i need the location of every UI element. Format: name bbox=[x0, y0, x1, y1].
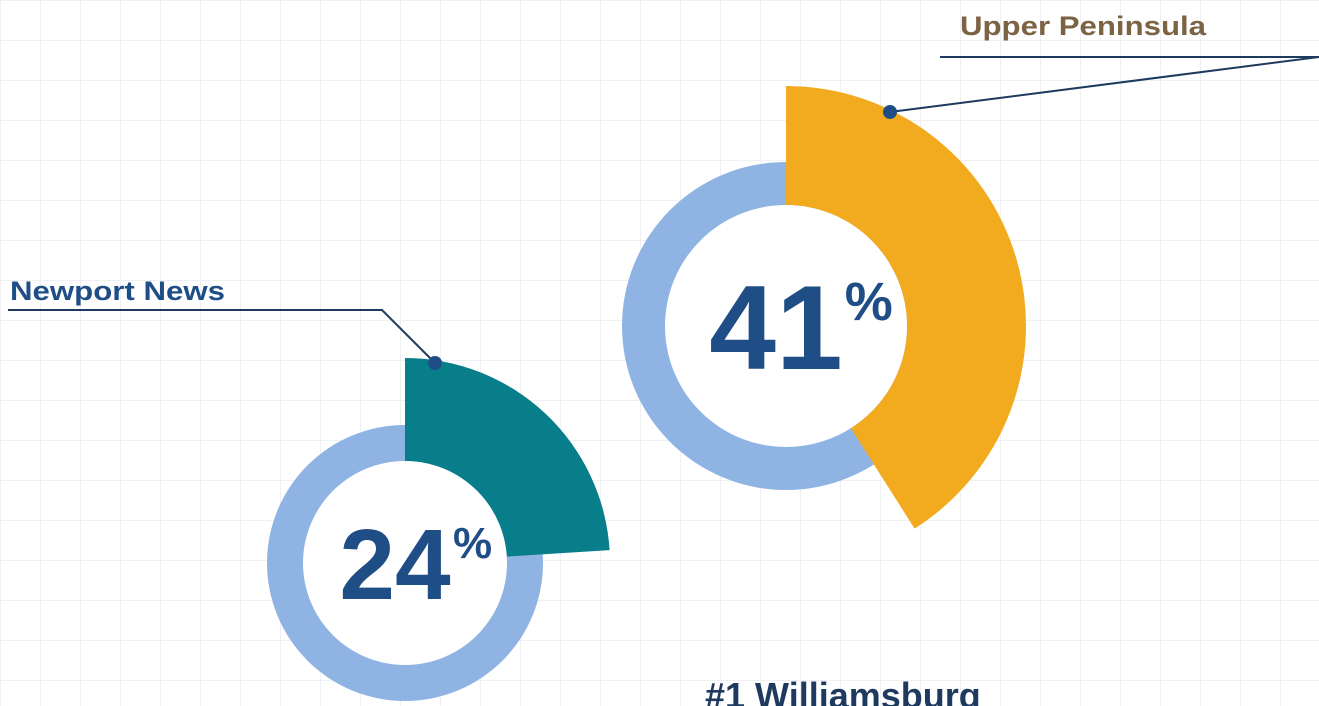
chart-label: Newport News bbox=[10, 276, 225, 306]
leader-dot bbox=[883, 105, 897, 119]
donut-hole bbox=[303, 461, 507, 665]
donut-segment bbox=[405, 358, 610, 557]
donut-segment bbox=[786, 86, 1026, 529]
chart-label: Upper Peninsula bbox=[960, 11, 1207, 41]
donut-chart: 24 % Newport News bbox=[8, 276, 610, 701]
value-label: 41 bbox=[709, 261, 842, 395]
value-label: 24 bbox=[339, 509, 451, 621]
value-unit: % bbox=[453, 519, 492, 568]
donut-chart: 41 % Upper Peninsula bbox=[622, 11, 1319, 529]
leader-dot bbox=[428, 356, 442, 370]
value-unit: % bbox=[845, 272, 893, 332]
leader-line bbox=[8, 309, 436, 364]
leader-line bbox=[889, 56, 1319, 113]
donut-hole bbox=[665, 205, 907, 447]
footer-title: #1 Williamsburg bbox=[705, 675, 981, 706]
